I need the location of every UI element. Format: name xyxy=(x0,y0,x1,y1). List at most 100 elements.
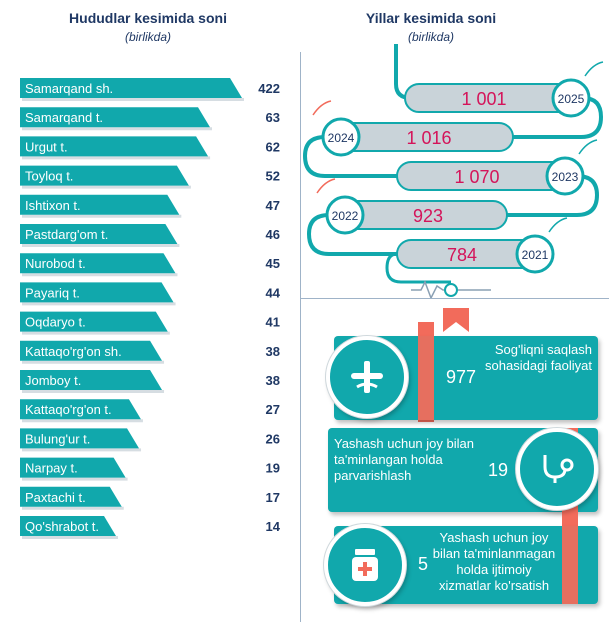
bar-category-label: Ishtixon t. xyxy=(25,198,81,213)
right-panel-subtitle: (birlikda) xyxy=(407,30,454,44)
bar xyxy=(20,311,168,332)
bar-category-label: Oqdaryo t. xyxy=(25,315,86,330)
bar-category-label: Toyloq t. xyxy=(25,169,73,184)
bar xyxy=(20,194,180,215)
bar-shadow xyxy=(22,302,176,306)
tube-connector xyxy=(513,96,604,139)
card-label: Yashash uchun joy bilan ta'minlangan hol… xyxy=(334,436,474,483)
bar-category-label: Nurobod t. xyxy=(25,256,86,271)
bar-value-label: 46 xyxy=(266,227,280,242)
year-label: 2022 xyxy=(332,209,359,223)
chest-piece xyxy=(444,283,458,297)
bar-value-label: 27 xyxy=(266,402,280,417)
bar-value-label: 45 xyxy=(266,256,280,271)
bar-category-label: Payariq t. xyxy=(25,285,80,300)
ribbon-tail-icon xyxy=(443,308,469,332)
bar-shadow xyxy=(22,477,128,481)
years-chart: 2025 1 001 2024 1 016 2023 1 070 2022 923 2021 78… xyxy=(302,44,604,298)
tube-connector xyxy=(385,252,451,284)
year-value-label: 1 001 xyxy=(461,89,506,109)
bar-category-label: Jomboy t. xyxy=(25,373,81,388)
bar xyxy=(20,457,126,478)
medical-caduceus-icon xyxy=(351,361,383,393)
bar xyxy=(20,486,122,507)
card-value: 977 xyxy=(446,367,477,387)
year-label: 2024 xyxy=(328,131,355,145)
bar xyxy=(20,428,140,449)
bar-value-label: 422 xyxy=(258,81,280,96)
year-value-label: 1 016 xyxy=(406,128,451,148)
bar-category-label: Pastdarg'om t. xyxy=(25,227,108,242)
year-badge xyxy=(321,117,361,157)
trend-arrow-icon xyxy=(312,100,332,116)
card-value: 19 xyxy=(488,460,509,480)
medicine-jar-icon xyxy=(352,549,378,581)
bar-value-label: 41 xyxy=(266,315,280,330)
bar-category-label: Samarqand sh. xyxy=(25,81,113,96)
left-panel-subtitle: (birlikda) xyxy=(124,30,171,44)
card-icon-circle xyxy=(326,336,408,418)
card-label: Sog'liqni saqlash sohasidagi faoliyat xyxy=(485,342,592,373)
bar-shadow xyxy=(22,506,124,510)
bar-shadow xyxy=(22,127,212,131)
bar xyxy=(20,78,242,98)
bar-value-label: 17 xyxy=(266,490,280,505)
bar-value-label: 19 xyxy=(266,461,280,476)
bar xyxy=(20,136,209,157)
bar xyxy=(20,165,189,186)
bar-category-label: Qo'shrabot t. xyxy=(25,519,99,534)
bar-value-label: 38 xyxy=(266,344,280,359)
bar-value-label: 63 xyxy=(266,110,280,125)
bar xyxy=(20,516,116,536)
card-ribbon xyxy=(418,336,434,420)
year-badge xyxy=(551,78,591,118)
card-icon-circle xyxy=(516,428,598,510)
bar-category-label: Kattaqo'rg'on sh. xyxy=(25,344,122,359)
year-value-label: 923 xyxy=(413,206,443,226)
year-badge xyxy=(515,234,555,274)
bar xyxy=(20,282,174,303)
bar-shadow xyxy=(22,244,180,247)
bar-shadow xyxy=(22,156,211,160)
bar-category-label: Urgut t. xyxy=(25,139,68,154)
left-panel-title: Hududlar kesimida soni xyxy=(69,10,227,26)
bar-shadow xyxy=(22,331,170,335)
regions-bar-chart: Samarqand sh. 422 Samarqand t. 63 Urgut t. 62… xyxy=(20,78,281,539)
bar-value-label: 38 xyxy=(266,373,280,388)
bar-value-label: 26 xyxy=(266,431,280,446)
bar-shadow xyxy=(22,360,165,364)
card-ribbon xyxy=(562,526,578,604)
vertical-divider xyxy=(300,52,301,622)
bar-shadow xyxy=(22,390,165,393)
year-badge xyxy=(325,195,365,235)
bar-shadow xyxy=(22,98,244,101)
year-value-label: 784 xyxy=(447,245,477,265)
horizontal-divider xyxy=(300,298,609,299)
bar-value-label: 14 xyxy=(266,519,281,534)
trend-arrow-icon xyxy=(316,178,336,194)
bar-value-label: 52 xyxy=(266,169,280,184)
card-label: Yashash uchun joy bilan ta'minlanmagan h… xyxy=(432,530,556,593)
bar-shadow xyxy=(22,214,182,218)
card-icon-circle xyxy=(324,524,406,606)
bar xyxy=(20,107,210,128)
bar-value-label: 62 xyxy=(266,139,280,154)
stethoscope-icon xyxy=(543,455,574,483)
bar-category-label: Kattaqo'rg'on t. xyxy=(25,402,112,417)
year-label: 2023 xyxy=(552,170,579,184)
tube-connector xyxy=(306,213,397,256)
right-panel-title: Yillar kesimida soni xyxy=(365,10,497,26)
bar xyxy=(20,370,163,390)
bar xyxy=(20,340,163,361)
trend-arrow-icon xyxy=(578,139,598,155)
trend-arrow-icon xyxy=(548,217,568,233)
bar-shadow xyxy=(22,273,178,277)
bar-shadow xyxy=(22,185,191,189)
bar xyxy=(20,224,178,244)
heartbeat-line xyxy=(411,280,491,298)
year-value-label: 1 070 xyxy=(454,167,499,187)
bar xyxy=(20,253,176,274)
bar-category-label: Narpay t. xyxy=(25,461,78,476)
bar-value-label: 44 xyxy=(266,285,281,300)
bar-value-label: 47 xyxy=(266,198,280,213)
